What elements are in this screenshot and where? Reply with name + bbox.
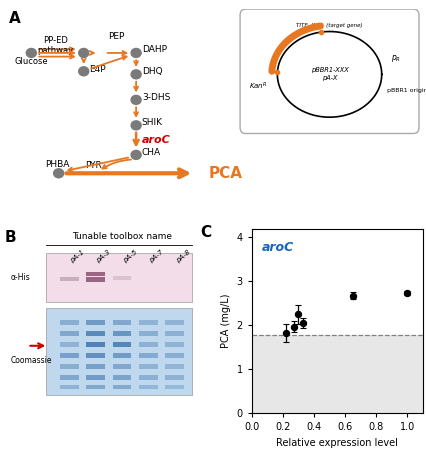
FancyBboxPatch shape <box>60 364 78 369</box>
FancyBboxPatch shape <box>60 385 78 389</box>
Text: PEP: PEP <box>108 32 125 41</box>
FancyBboxPatch shape <box>165 364 184 369</box>
FancyBboxPatch shape <box>112 353 131 358</box>
FancyBboxPatch shape <box>239 9 418 133</box>
Text: PCA: PCA <box>208 166 242 181</box>
X-axis label: Relative expression level: Relative expression level <box>276 438 397 448</box>
Text: Tunable toolbox name: Tunable toolbox name <box>72 232 172 241</box>
Circle shape <box>131 70 141 79</box>
FancyBboxPatch shape <box>165 342 184 347</box>
Text: A: A <box>9 11 20 26</box>
FancyBboxPatch shape <box>86 277 105 281</box>
Text: pA-1: pA-1 <box>69 249 85 264</box>
Text: C: C <box>200 225 211 240</box>
FancyBboxPatch shape <box>165 385 184 389</box>
Circle shape <box>131 121 141 130</box>
FancyBboxPatch shape <box>60 331 78 336</box>
Text: PHBA: PHBA <box>45 160 69 169</box>
Text: B: B <box>5 231 16 246</box>
Bar <box>251 335 422 413</box>
Text: pA-7: pA-7 <box>148 249 164 264</box>
FancyBboxPatch shape <box>112 364 131 369</box>
FancyBboxPatch shape <box>86 364 105 369</box>
FancyBboxPatch shape <box>139 353 158 358</box>
Text: $Kan^R$: $Kan^R$ <box>249 81 268 92</box>
FancyBboxPatch shape <box>112 385 131 389</box>
FancyBboxPatch shape <box>86 353 105 358</box>
FancyBboxPatch shape <box>60 342 78 347</box>
Text: aroC: aroC <box>261 241 294 254</box>
FancyBboxPatch shape <box>112 331 131 336</box>
FancyBboxPatch shape <box>60 320 78 325</box>
Text: pBBR1 origin: pBBR1 origin <box>386 88 426 93</box>
FancyBboxPatch shape <box>112 276 131 280</box>
Circle shape <box>26 49 36 57</box>
Text: pA-5: pA-5 <box>122 249 138 264</box>
Text: $p_R$: $p_R$ <box>390 53 400 64</box>
FancyBboxPatch shape <box>86 320 105 325</box>
Circle shape <box>131 95 141 104</box>
FancyBboxPatch shape <box>46 252 192 302</box>
Circle shape <box>131 150 141 159</box>
Text: SHIK: SHIK <box>141 118 162 127</box>
FancyBboxPatch shape <box>60 375 78 380</box>
Text: Glucose: Glucose <box>14 57 48 66</box>
Circle shape <box>54 169 63 178</box>
FancyBboxPatch shape <box>86 272 105 276</box>
Text: α-His: α-His <box>10 273 30 282</box>
FancyBboxPatch shape <box>165 353 184 358</box>
FancyBboxPatch shape <box>165 375 184 380</box>
FancyBboxPatch shape <box>139 375 158 380</box>
Text: CHA: CHA <box>141 148 161 157</box>
FancyBboxPatch shape <box>112 342 131 347</box>
Text: TITE  XXX  (target gene): TITE XXX (target gene) <box>296 24 362 29</box>
FancyBboxPatch shape <box>86 385 105 389</box>
Text: DAHP: DAHP <box>141 45 167 54</box>
Y-axis label: PCA (mg/L): PCA (mg/L) <box>220 294 230 348</box>
FancyBboxPatch shape <box>112 375 131 380</box>
Text: pA-8: pA-8 <box>175 249 191 264</box>
Text: E4P: E4P <box>89 65 106 74</box>
FancyBboxPatch shape <box>139 342 158 347</box>
Text: aroC: aroC <box>141 135 170 145</box>
Text: PP-ED
pathway: PP-ED pathway <box>37 36 73 55</box>
FancyBboxPatch shape <box>86 342 105 347</box>
Text: pBBR1-XXX
pA-X: pBBR1-XXX pA-X <box>310 67 348 81</box>
Circle shape <box>131 49 141 57</box>
FancyBboxPatch shape <box>165 331 184 336</box>
Text: pA-3: pA-3 <box>95 249 112 264</box>
FancyBboxPatch shape <box>139 364 158 369</box>
FancyBboxPatch shape <box>60 277 78 281</box>
Circle shape <box>78 49 89 57</box>
Text: DHQ: DHQ <box>141 67 162 76</box>
FancyBboxPatch shape <box>46 308 192 395</box>
FancyBboxPatch shape <box>139 331 158 336</box>
Text: 3-DHS: 3-DHS <box>141 93 170 102</box>
FancyBboxPatch shape <box>139 320 158 325</box>
FancyBboxPatch shape <box>86 331 105 336</box>
FancyBboxPatch shape <box>139 385 158 389</box>
Circle shape <box>78 67 89 76</box>
FancyBboxPatch shape <box>60 353 78 358</box>
Text: Coomassie: Coomassie <box>10 356 52 365</box>
Text: PYR: PYR <box>85 161 102 170</box>
FancyBboxPatch shape <box>165 320 184 325</box>
FancyBboxPatch shape <box>86 375 105 380</box>
FancyBboxPatch shape <box>112 320 131 325</box>
